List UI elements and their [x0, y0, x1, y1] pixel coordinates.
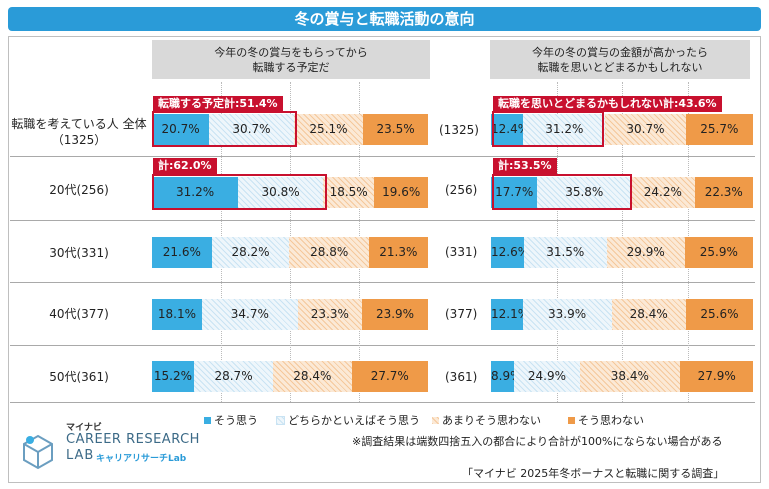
legend-label: そう思わない [578, 414, 644, 427]
bar-segment-no: 28.4% [611, 299, 686, 330]
bar-segment-no: 28.8% [289, 237, 369, 268]
bar-segment-yes: 28.2% [211, 237, 290, 268]
right-n-label: (1325) [439, 123, 479, 137]
bar-segment-strong-no: 23.9% [362, 299, 428, 330]
bar-segment-strong-yes: 18.1% [152, 299, 202, 330]
right-n-label: (361) [445, 370, 478, 384]
right-n-label: (331) [445, 245, 478, 259]
bar-segment-strong-no: 22.3% [694, 177, 753, 208]
footnote: ※調査結果は端数四捨五入の都合により合計が100%にならない場合がある [352, 435, 723, 448]
bar-segment-no: 29.9% [606, 237, 685, 268]
bar-segment-no: 18.5% [323, 177, 375, 208]
bar-segment-yes: 24.9% [514, 361, 580, 392]
bar-segment-strong-yes: 12.6% [491, 237, 524, 268]
bar-segment-yes: 30.8% [238, 177, 324, 208]
legend-label: どちらかといえばそう思う [288, 414, 420, 427]
bar-segment-strong-yes: 21.6% [152, 237, 212, 268]
bar-segment-no: 24.2% [631, 177, 695, 208]
bar-segment-yes: 34.7% [201, 299, 298, 330]
callout-box [152, 174, 327, 210]
row-label-total: 転職を考えている人 全体 （1325） [11, 117, 147, 147]
callout-box [492, 111, 604, 147]
row-separator [10, 282, 755, 283]
bar-segment-strong-yes: 15.2% [152, 361, 194, 392]
bar-segment-no: 30.7% [605, 114, 686, 145]
bar-segment-yes: 31.5% [524, 237, 607, 268]
callout-box [152, 111, 297, 147]
row-label-30s: 30代(331) [49, 246, 109, 260]
callout-box [492, 174, 632, 210]
row-separator [10, 402, 755, 403]
bar-segment-no: 38.4% [579, 361, 681, 392]
bar-segment-yes: 30.7% [209, 114, 294, 145]
bar-segment-strong-yes: 12.4% [491, 114, 524, 145]
bar-segment-strong-yes: 12.1% [491, 299, 523, 330]
chart-title: 冬の賞与と転職活動の意向 [8, 7, 761, 31]
bar-segment-yes: 28.7% [193, 361, 274, 392]
bar-segment-strong-yes: 17.7% [491, 177, 538, 208]
chart-frame [8, 36, 761, 483]
bar-segment-strong-no: 21.3% [368, 237, 428, 268]
callout-label: 計:53.5% [493, 158, 557, 174]
row-separator [10, 156, 755, 157]
bar-segment-strong-no: 27.9% [680, 361, 754, 392]
callout-label: 転職する予定計:51.4% [153, 96, 283, 112]
source-citation: 「マイナビ 2025年冬ボーナスと転職に関する調査」 [462, 467, 725, 480]
callout-label: 転職を思いとどまるかもしれない計:43.6% [493, 96, 722, 112]
bar-segment-yes: 31.2% [523, 114, 606, 145]
logo-main-text: CAREER RESEARCH [66, 432, 200, 447]
logo-main-text-2: LAB [66, 448, 95, 463]
right-n-label: (377) [445, 307, 478, 321]
logo-cube-icon [23, 434, 53, 470]
logo: マイナビ CAREER RESEARCH LAB キャリアリサーチLab [14, 420, 214, 482]
bar-segment-yes: 33.9% [522, 299, 612, 330]
right-panel-header: 今年の冬の賞与の金額が高かったら 転職を思いとどまるかもしれない [490, 40, 750, 79]
left-panel-header: 今年の冬の賞与をもらってから 転職する予定だ [152, 40, 430, 79]
bar-segment-strong-yes: 8.9% [491, 361, 515, 392]
bar-segment-strong-no: 25.6% [685, 299, 753, 330]
logo-top-text: マイナビ [66, 423, 102, 433]
legend-label: あまりそう思わない [442, 414, 541, 427]
right-n-label: (256) [445, 183, 478, 197]
legend-item-strong-no: そう思わない [568, 412, 644, 428]
bar-segment-no: 25.1% [293, 114, 364, 145]
callout-label: 計:62.0% [153, 158, 217, 174]
bar-segment-no: 28.4% [273, 361, 352, 392]
bar-segment-strong-yes: 31.2% [152, 177, 239, 208]
row-separator [10, 220, 755, 221]
bar-segment-strong-no: 25.9% [684, 237, 753, 268]
row-label-40s: 40代(377) [49, 307, 109, 321]
bar-segment-strong-no: 19.6% [374, 177, 429, 208]
legend-item-strong-yes: そう思う [204, 412, 258, 428]
row-separator [10, 345, 755, 346]
row-label-20s: 20代(256) [49, 183, 109, 197]
bar-segment-strong-yes: 20.7% [152, 114, 210, 145]
bar-segment-no: 23.3% [297, 299, 363, 330]
legend-item-yes: どちらかといえばそう思う [276, 412, 420, 428]
bar-segment-strong-no: 23.5% [363, 114, 428, 145]
bar-segment-yes: 35.8% [537, 177, 632, 208]
logo-sub-text: キャリアリサーチLab [96, 454, 187, 464]
legend-item-no: あまりそう思わない [432, 412, 541, 428]
bar-segment-strong-no: 27.7% [351, 361, 428, 392]
bar-segment-strong-no: 25.7% [685, 114, 753, 145]
row-label-50s: 50代(361) [49, 370, 109, 384]
legend-label: そう思う [214, 414, 258, 427]
